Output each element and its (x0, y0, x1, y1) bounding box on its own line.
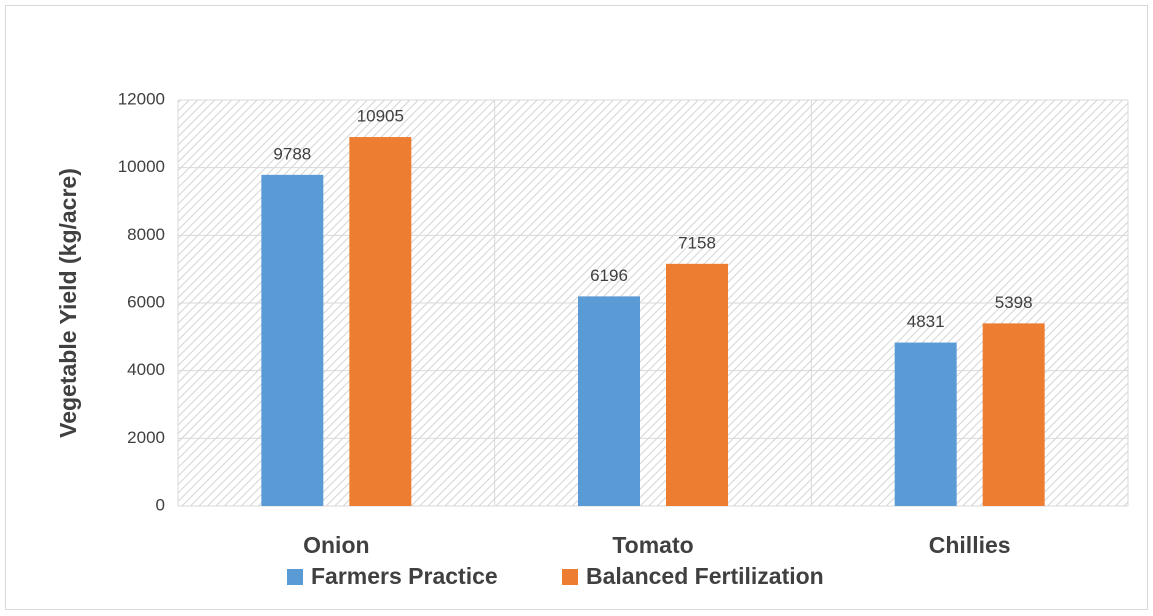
data-label: 9788 (273, 144, 311, 163)
y-tick-label: 6000 (127, 292, 165, 311)
y-tick-label: 10000 (118, 157, 165, 176)
y-tick-label: 0 (156, 495, 165, 514)
data-label: 10905 (357, 107, 404, 126)
legend-label: Balanced Fertilization (586, 563, 824, 589)
x-tick-label: Tomato (612, 532, 693, 558)
legend-label: Farmers Practice (311, 563, 498, 589)
data-label: 5398 (995, 293, 1033, 312)
y-tick-label: 4000 (127, 360, 165, 379)
y-axis-title: Vegetable Yield (kg/acre) (55, 168, 81, 438)
bar (261, 174, 324, 506)
bar (894, 342, 957, 506)
y-tick-label: 2000 (127, 428, 165, 447)
data-label: 7158 (678, 233, 716, 252)
x-tick-label: Onion (303, 532, 369, 558)
bar (578, 296, 640, 506)
bar (666, 263, 728, 506)
y-tick-label: 8000 (127, 225, 165, 244)
bar (982, 323, 1045, 506)
x-tick-label: Chillies (929, 532, 1011, 558)
data-label: 6196 (590, 266, 628, 285)
legend-swatch (287, 569, 303, 585)
bar (349, 137, 412, 507)
data-label: 4831 (907, 312, 945, 331)
y-tick-label: 12000 (118, 89, 165, 108)
legend-swatch (562, 569, 578, 585)
